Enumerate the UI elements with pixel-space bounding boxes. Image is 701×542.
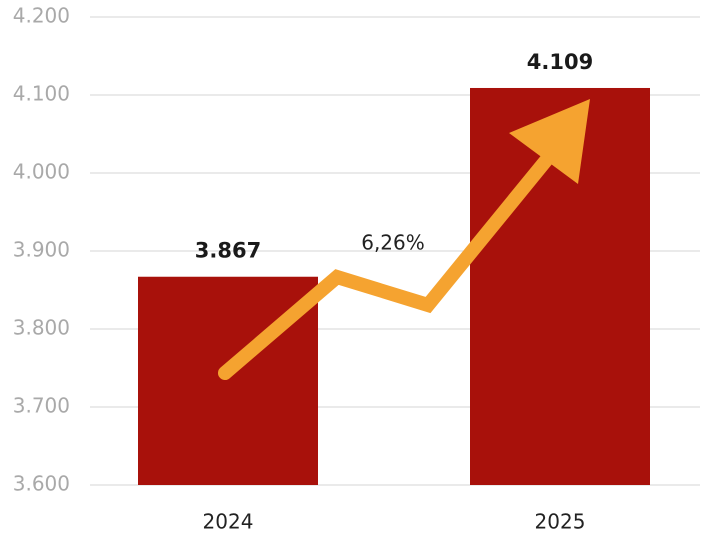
y-tick-label: 3.700 [13, 394, 70, 418]
y-tick-label: 4.000 [13, 160, 70, 184]
trend-arrow [218, 99, 590, 380]
x-tick-label: 2024 [203, 510, 254, 534]
value-label: 3.867 [195, 239, 261, 263]
annotation: 6,26% [361, 231, 425, 255]
labels: 3.600 3.700 3.800 3.900 4.000 4.100 4.200 3.867… [13, 4, 593, 534]
arrow-head [509, 99, 590, 184]
y-tick-label: 4.100 [13, 82, 70, 106]
y-tick-label: 4.200 [13, 4, 70, 28]
y-tick-label: 3.600 [13, 472, 70, 496]
value-label: 4.109 [527, 50, 593, 74]
arrow-line [218, 151, 555, 380]
y-tick-label: 3.900 [13, 238, 70, 262]
x-tick-label: 2025 [535, 510, 586, 534]
y-tick-label: 3.800 [13, 316, 70, 340]
